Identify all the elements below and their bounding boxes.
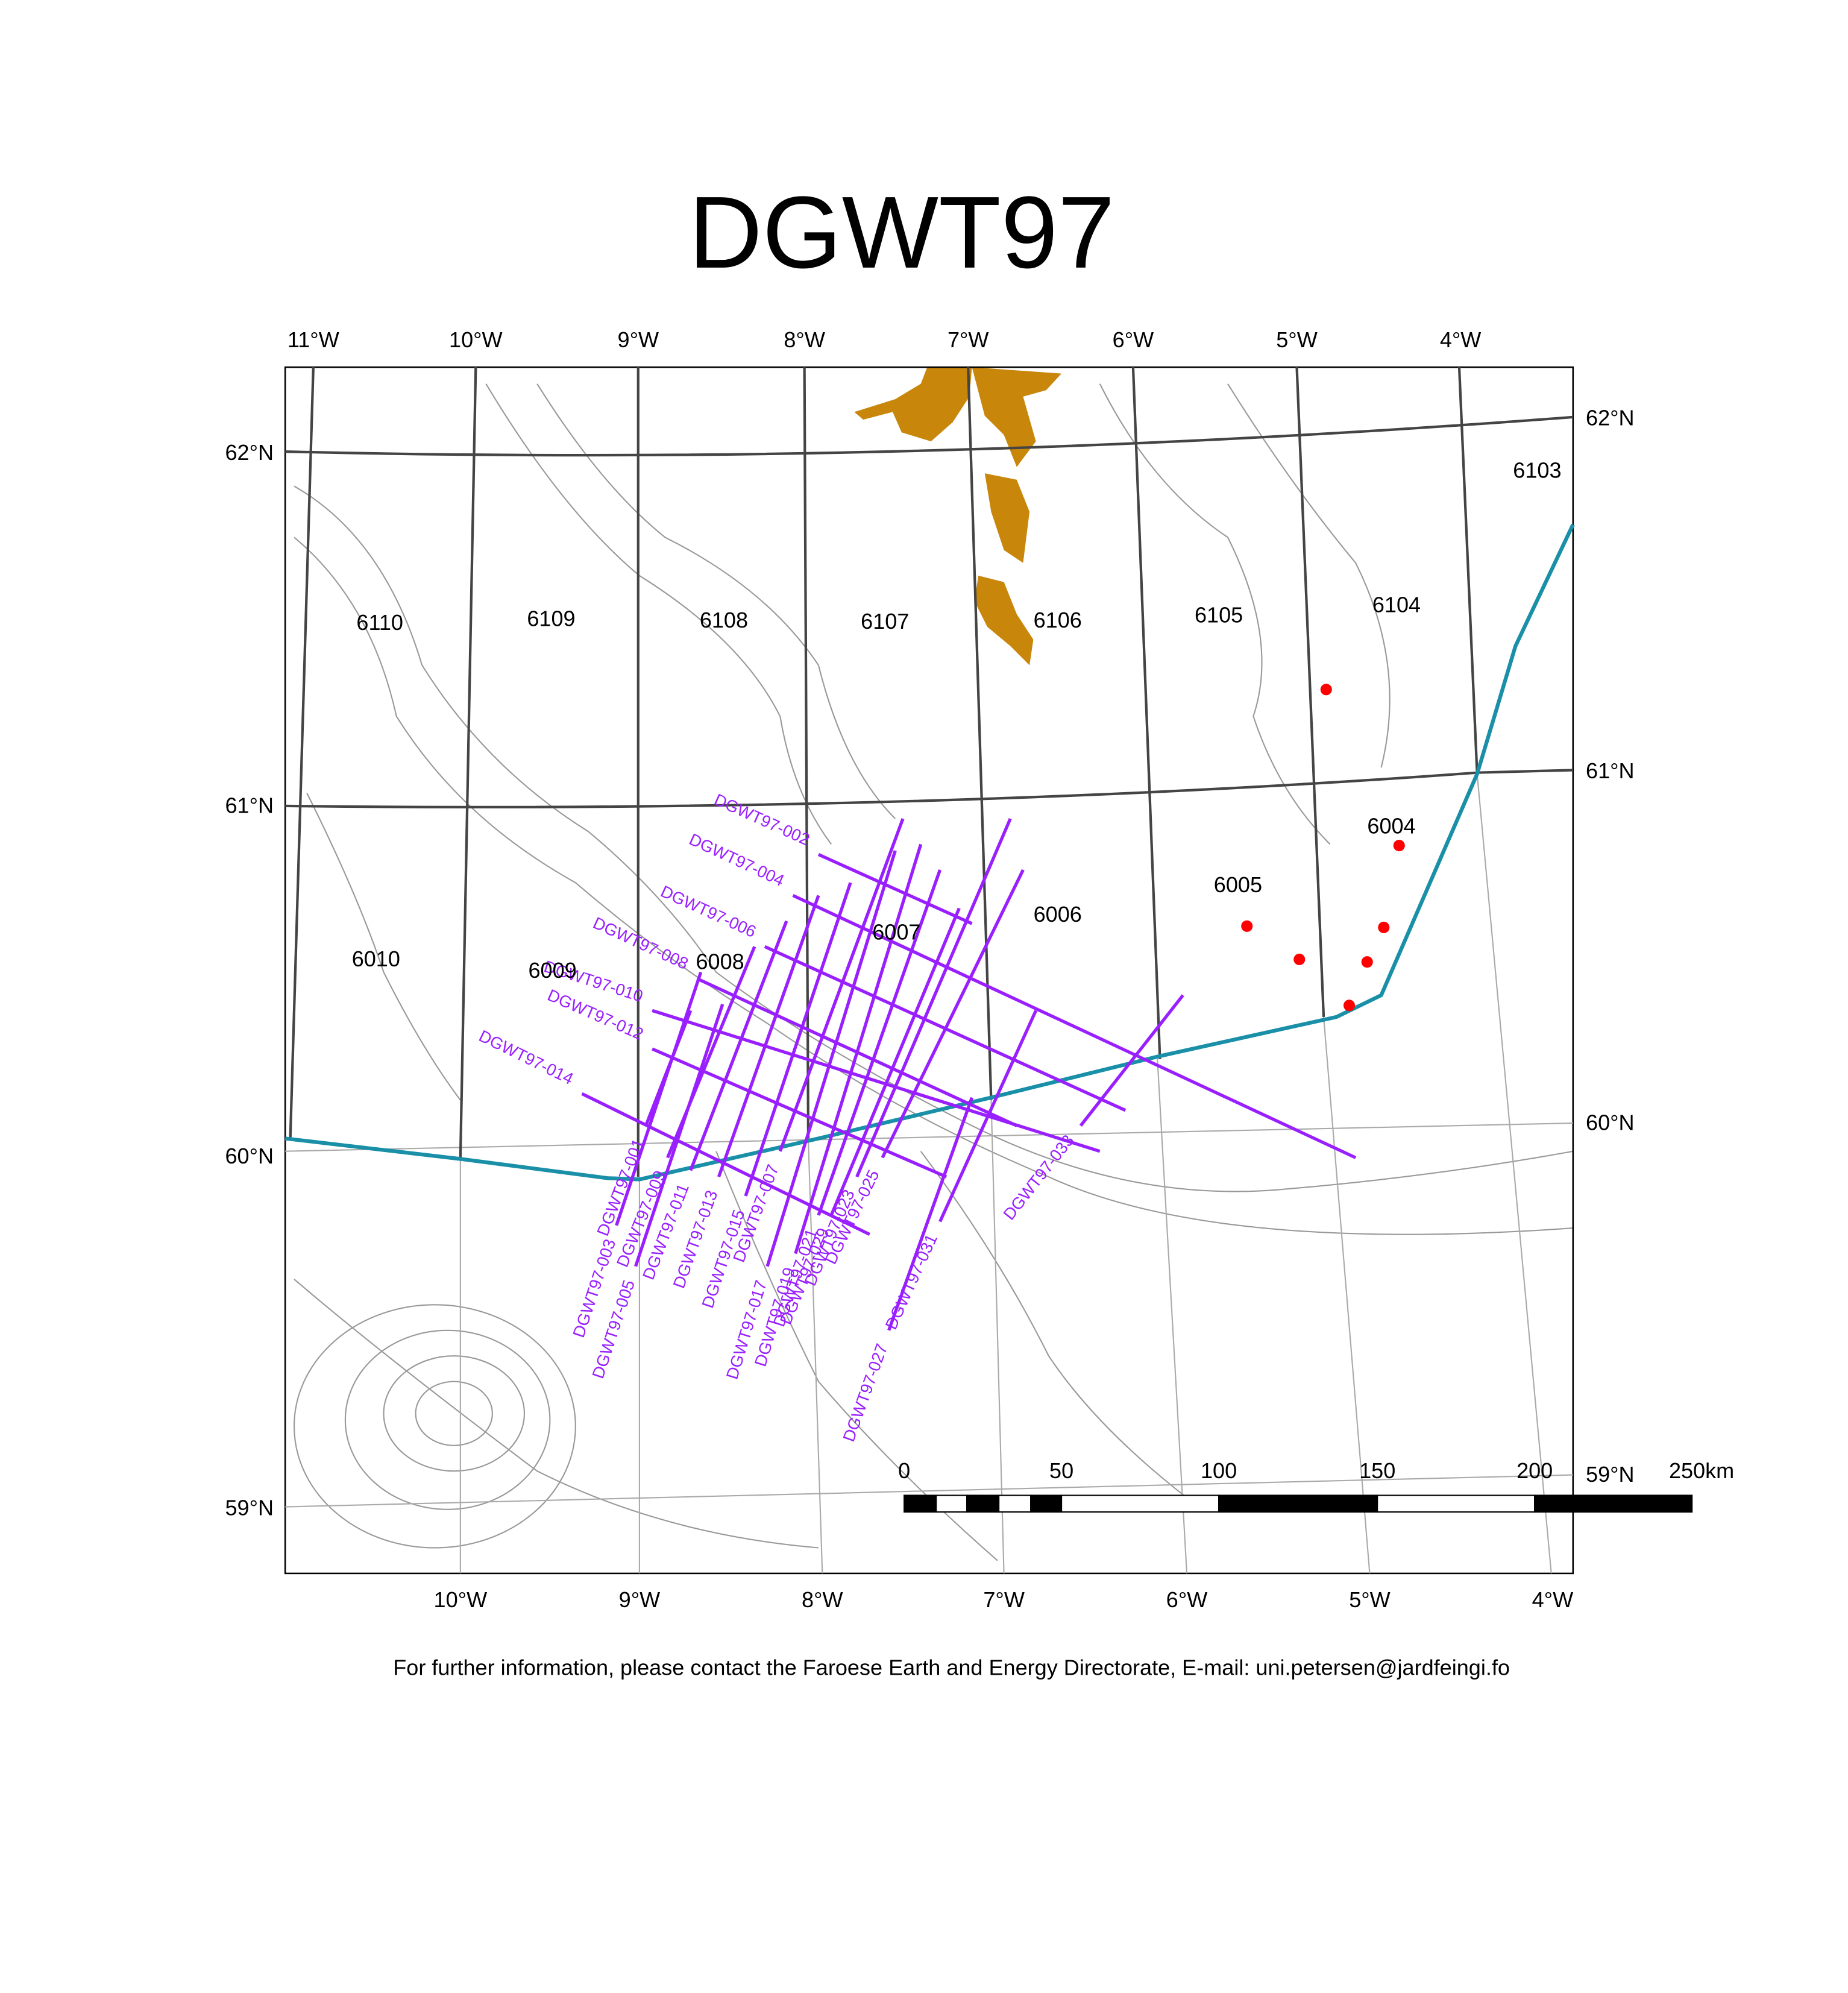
footer: For further information, please contact … bbox=[393, 1655, 1510, 1680]
label: 7°W bbox=[948, 327, 989, 352]
bathymetry-contours bbox=[293, 383, 1574, 1561]
scale-segment bbox=[1218, 1494, 1378, 1513]
seismic-line bbox=[855, 818, 1012, 1178]
label: 5°W bbox=[1276, 327, 1318, 352]
label: 10°W bbox=[449, 327, 503, 352]
seismic-line-label: DGWT97-027 bbox=[839, 1341, 891, 1444]
seismic-line bbox=[817, 869, 942, 1216]
label: 6108 bbox=[700, 608, 748, 632]
scale-bar: 0 50 100 150 200 250km bbox=[898, 1458, 1734, 1513]
seismic-line bbox=[652, 1009, 1101, 1153]
label: 10°W bbox=[434, 1587, 488, 1612]
scale-label: 150 bbox=[1359, 1458, 1395, 1483]
label: 8°W bbox=[784, 327, 825, 352]
label: 6°W bbox=[1113, 327, 1154, 352]
seismic-line bbox=[744, 882, 852, 1197]
label: 6110 bbox=[356, 610, 403, 635]
seismic-line-label: DGWT97-002 bbox=[711, 790, 812, 849]
label: 59°N bbox=[1586, 1462, 1635, 1487]
label: 59°N bbox=[225, 1495, 274, 1520]
scale-segment bbox=[935, 1494, 968, 1513]
label: 4°W bbox=[1440, 327, 1482, 352]
label: 6107 bbox=[861, 609, 909, 634]
label: 7°W bbox=[983, 1587, 1025, 1612]
seismic-line bbox=[829, 907, 961, 1216]
label: 61°N bbox=[1586, 758, 1635, 783]
block-grid bbox=[285, 367, 1573, 1177]
label: 6104 bbox=[1372, 592, 1421, 617]
wells bbox=[1241, 684, 1405, 1012]
seismic-line bbox=[634, 1003, 724, 1267]
label: 6106 bbox=[1034, 608, 1082, 632]
scale-label: 100 bbox=[1201, 1458, 1237, 1483]
scale-segment bbox=[998, 1494, 1032, 1513]
label: 9°W bbox=[619, 1587, 661, 1612]
seismic-line-label: DGWT97-014 bbox=[476, 1026, 576, 1088]
land bbox=[854, 367, 1062, 666]
scale-segment bbox=[904, 1494, 937, 1513]
seismic-line bbox=[792, 893, 1357, 1159]
seismic-line bbox=[765, 850, 897, 1267]
label: 5°W bbox=[1349, 1587, 1391, 1612]
seismic-line-label: DGWT97-004 bbox=[687, 830, 787, 890]
label: 6009 bbox=[529, 958, 577, 983]
label: 11°W bbox=[288, 327, 339, 352]
seismic-line bbox=[817, 853, 973, 925]
label: 61°N bbox=[225, 793, 274, 818]
title: DGWT97 bbox=[688, 175, 1114, 289]
seismic-line-label: DGWT97-008 bbox=[590, 913, 691, 973]
map-frame bbox=[284, 366, 1574, 1575]
scale-label: 0 bbox=[898, 1458, 910, 1483]
seismic-line bbox=[794, 843, 923, 1255]
scale-segment bbox=[966, 1494, 1000, 1513]
seismic-line bbox=[581, 1092, 870, 1236]
label: 60°N bbox=[1586, 1110, 1635, 1135]
label: 6010 bbox=[352, 946, 400, 971]
seismic-line bbox=[881, 869, 1025, 1159]
seismic-line bbox=[778, 818, 905, 1152]
label: 6°W bbox=[1166, 1587, 1208, 1612]
seismic-line bbox=[644, 1010, 693, 1127]
seismic-line-label: DGWT97-033 bbox=[999, 1131, 1077, 1223]
seismic-line bbox=[615, 971, 703, 1226]
label: 62°N bbox=[225, 440, 274, 465]
seismic-line-label: DGWT97-006 bbox=[658, 882, 759, 942]
seismic-line-label: DGWT97-031 bbox=[881, 1231, 941, 1332]
label: 6005 bbox=[1214, 872, 1262, 897]
seismic-line bbox=[1079, 994, 1184, 1127]
label: 6008 bbox=[696, 949, 744, 974]
scale-label: 200 bbox=[1516, 1458, 1553, 1483]
label: 6105 bbox=[1195, 602, 1243, 627]
seismic-line bbox=[717, 895, 820, 1178]
label: 6006 bbox=[1034, 902, 1082, 927]
seismic-line bbox=[887, 1097, 974, 1331]
label: 4°W bbox=[1532, 1587, 1574, 1612]
label: 6007 bbox=[872, 920, 920, 945]
scale-segment bbox=[1030, 1494, 1063, 1513]
label: 60°N bbox=[225, 1144, 274, 1168]
graticule bbox=[285, 773, 1573, 1574]
scale-segment bbox=[1061, 1494, 1220, 1513]
seismic-line bbox=[938, 1010, 1038, 1223]
boundary-line bbox=[284, 523, 1575, 1182]
label: 8°W bbox=[802, 1587, 843, 1612]
label: 62°N bbox=[1586, 406, 1635, 430]
label: 6004 bbox=[1367, 813, 1415, 838]
label: 9°W bbox=[618, 327, 659, 352]
label: 6103 bbox=[1513, 458, 1561, 483]
scale-segment bbox=[1534, 1494, 1693, 1513]
scale-label: 250km bbox=[1669, 1458, 1734, 1483]
seismic-line bbox=[689, 920, 788, 1171]
label: 6109 bbox=[527, 606, 575, 631]
scale-segment bbox=[1377, 1494, 1536, 1513]
seismic-line bbox=[666, 946, 756, 1159]
scale-label: 50 bbox=[1049, 1458, 1073, 1483]
